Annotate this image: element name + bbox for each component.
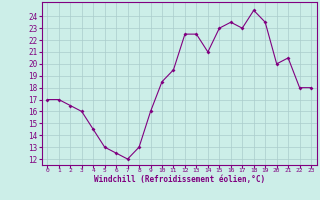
X-axis label: Windchill (Refroidissement éolien,°C): Windchill (Refroidissement éolien,°C) <box>94 175 265 184</box>
